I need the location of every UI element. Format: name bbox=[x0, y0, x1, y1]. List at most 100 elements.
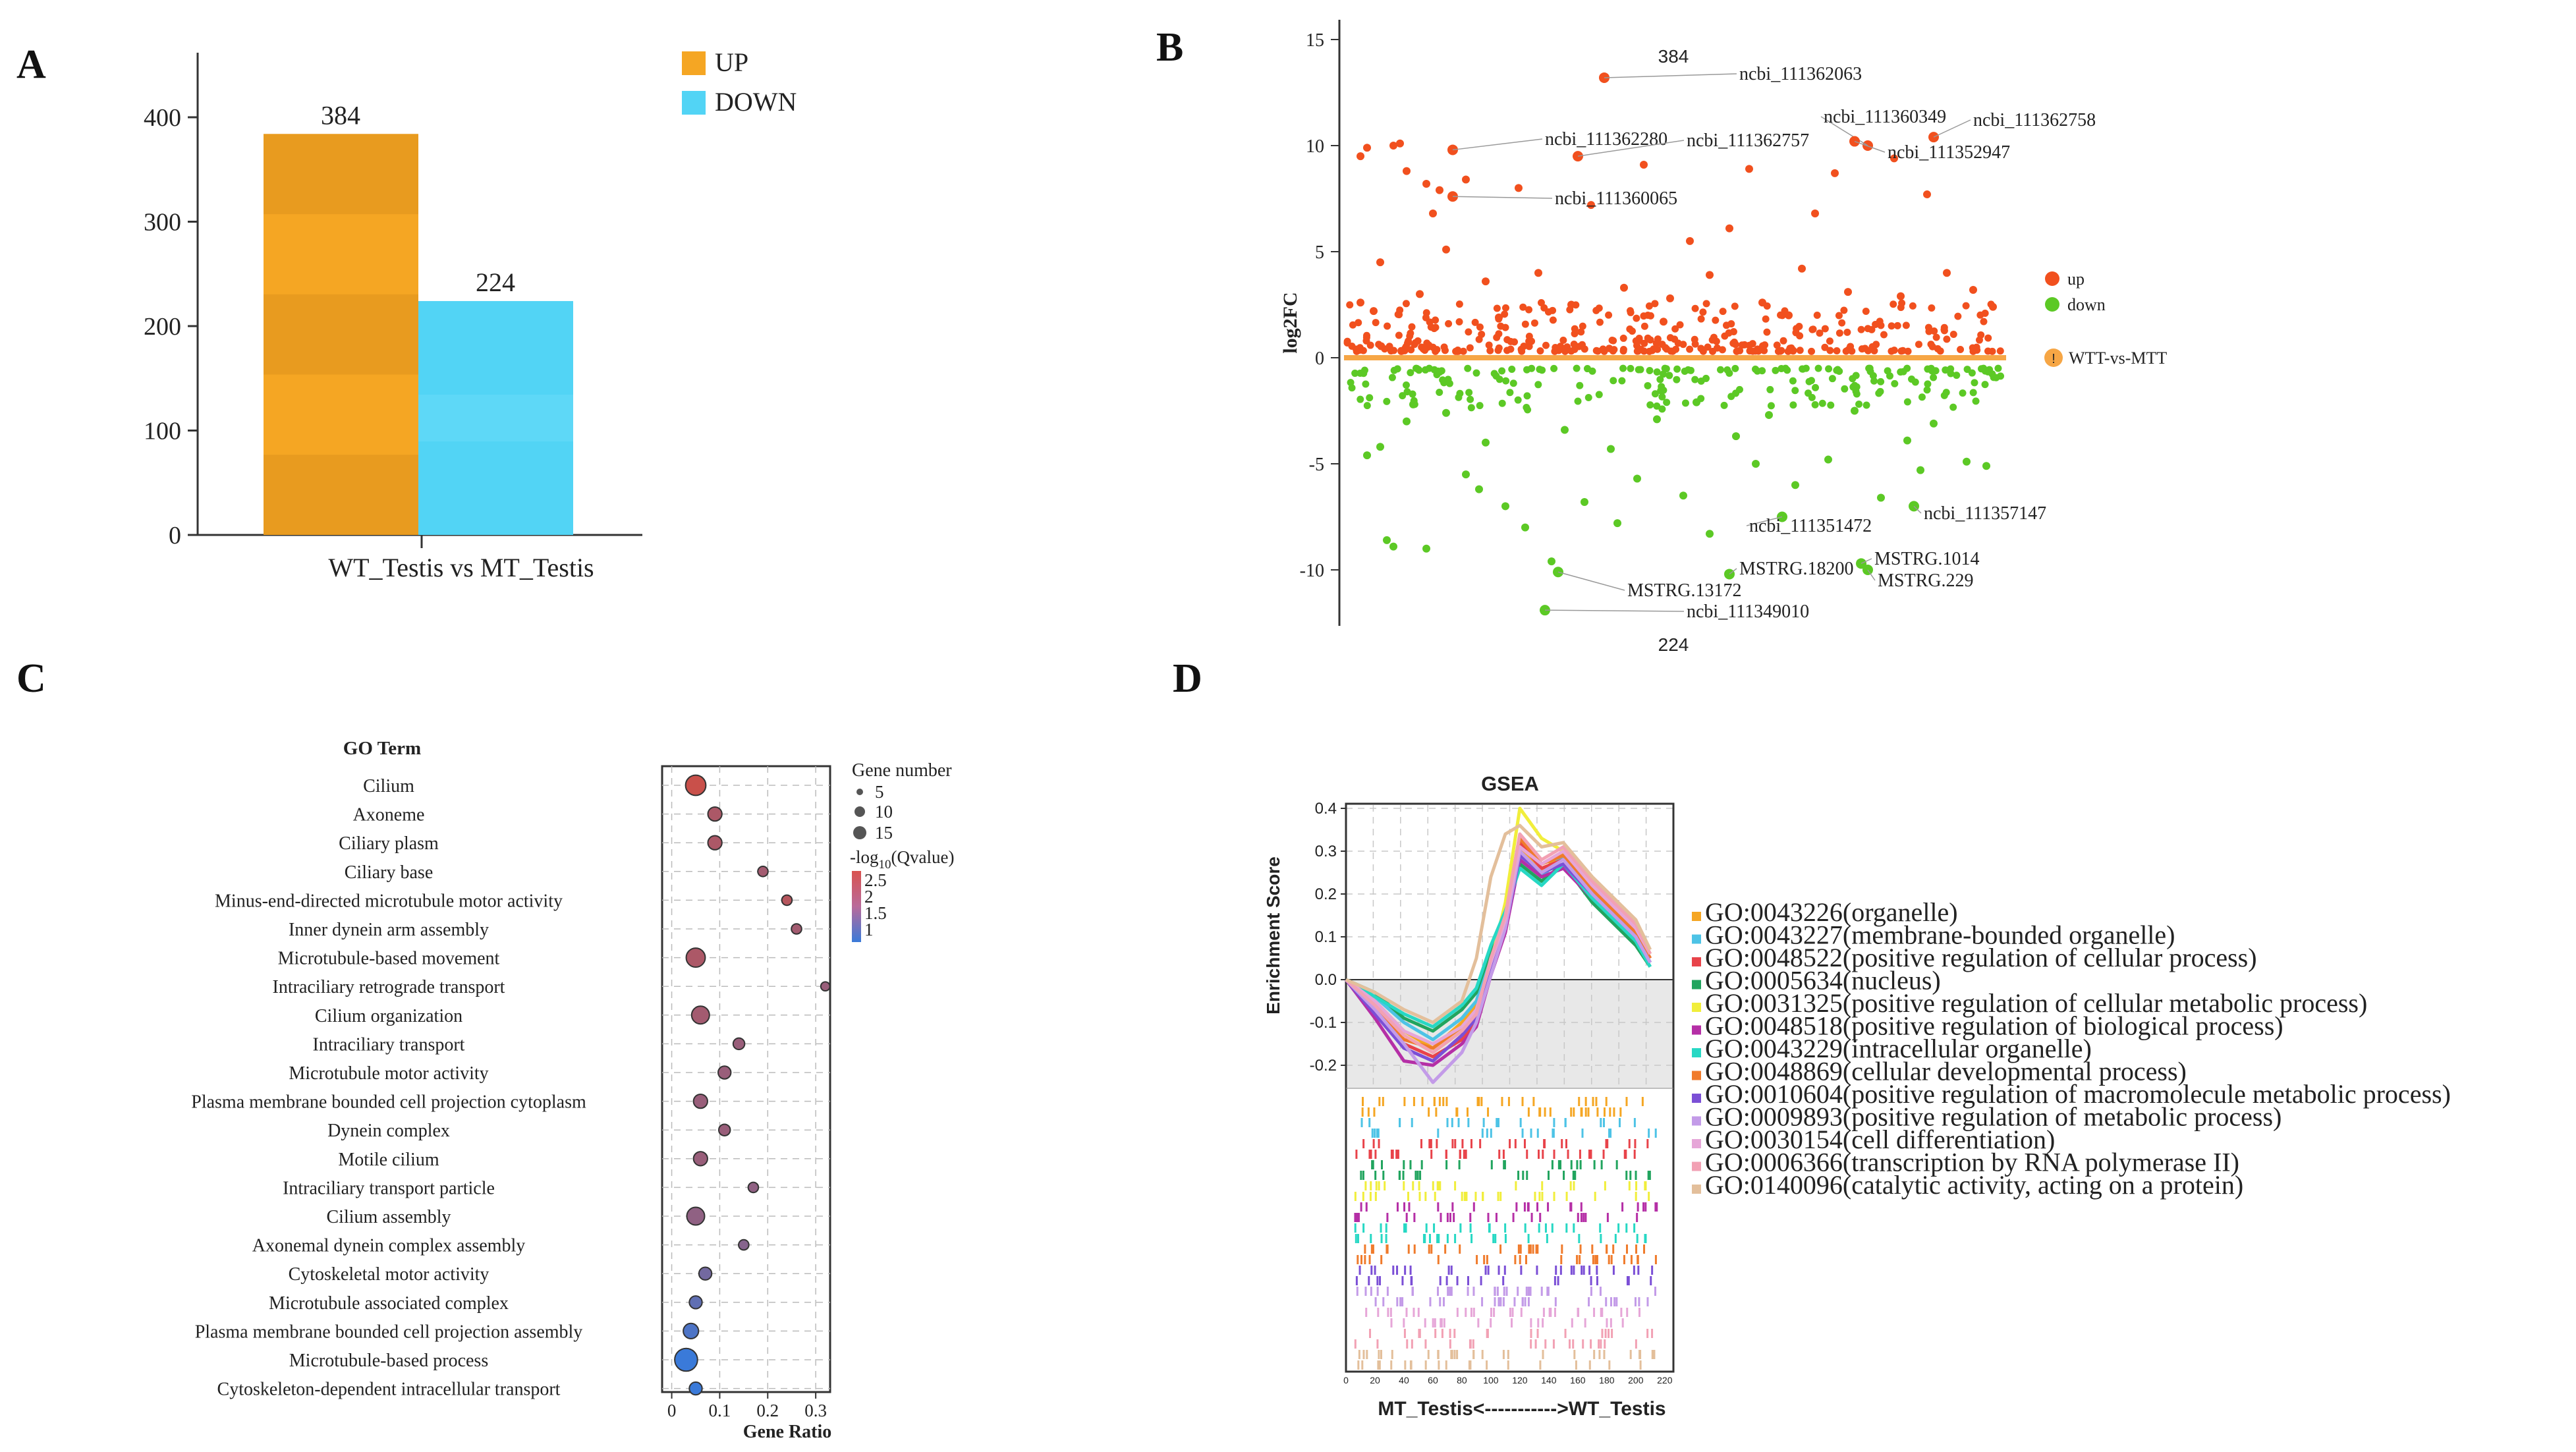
data-point-up bbox=[1699, 308, 1707, 316]
data-point-up bbox=[1525, 306, 1533, 314]
hit-mark bbox=[1456, 1308, 1459, 1317]
hit-mark bbox=[1614, 1234, 1617, 1243]
data-point-down bbox=[1942, 389, 1950, 397]
data-point-up bbox=[1501, 310, 1509, 318]
legend-label: GO:0140096(catalytic activity, acting on… bbox=[1705, 1170, 2243, 1200]
data-point-down bbox=[1767, 402, 1775, 410]
hit-mark bbox=[1445, 1276, 1448, 1285]
hit-mark bbox=[1368, 1276, 1370, 1285]
data-point-down bbox=[1660, 370, 1667, 378]
data-point-up bbox=[1758, 298, 1766, 307]
data-point-up bbox=[1676, 321, 1684, 329]
point-label: ncbi_111349010 bbox=[1687, 601, 1809, 622]
legend-label-up: up bbox=[2067, 269, 2085, 289]
data-point-up bbox=[1679, 341, 1687, 349]
data-point-down bbox=[1942, 366, 1949, 374]
point-label: ncbi_111357147 bbox=[1924, 503, 2046, 524]
bar-stripe bbox=[418, 394, 573, 441]
x-tick-label: 200 bbox=[1628, 1375, 1644, 1385]
hit-mark bbox=[1626, 1308, 1629, 1317]
data-point-down bbox=[1595, 391, 1603, 399]
data-point-down bbox=[1402, 381, 1410, 389]
hit-mark bbox=[1648, 1129, 1650, 1138]
data-point-up bbox=[1587, 201, 1595, 209]
hit-mark bbox=[1438, 1097, 1441, 1106]
size-legend-title: Gene number bbox=[852, 760, 952, 781]
hit-mark bbox=[1535, 1244, 1538, 1254]
data-point-down bbox=[1969, 389, 1977, 397]
data-point-up bbox=[1798, 264, 1806, 273]
hit-mark bbox=[1404, 1360, 1407, 1370]
hit-mark bbox=[1376, 1276, 1379, 1285]
hit-mark bbox=[1648, 1171, 1651, 1180]
hit-mark bbox=[1499, 1192, 1502, 1201]
bar-data-label: 384 bbox=[321, 100, 360, 130]
data-point-up bbox=[1821, 325, 1829, 333]
hit-mark bbox=[1530, 1339, 1532, 1349]
size-legend-label: 10 bbox=[875, 802, 893, 822]
data-point-up bbox=[1654, 335, 1662, 343]
data-point-up bbox=[1847, 343, 1855, 350]
hit-mark bbox=[1406, 1339, 1409, 1349]
hit-mark bbox=[1459, 1244, 1461, 1254]
go-term-label: Ciliary base bbox=[345, 862, 434, 883]
data-point-down bbox=[1981, 381, 1989, 389]
hit-mark bbox=[1490, 1129, 1492, 1138]
hit-mark bbox=[1434, 1318, 1436, 1327]
hit-mark bbox=[1474, 1192, 1477, 1201]
label-leader bbox=[1861, 558, 1872, 565]
y-tick-label: 0.0 bbox=[1315, 971, 1337, 989]
data-point-down bbox=[1930, 419, 1938, 428]
data-point-up bbox=[1633, 314, 1640, 322]
hit-mark bbox=[1385, 1223, 1387, 1233]
legend-swatch bbox=[1692, 912, 1701, 921]
data-point-up bbox=[1478, 330, 1486, 338]
hit-mark bbox=[1610, 1129, 1612, 1138]
hit-mark bbox=[1449, 1287, 1451, 1296]
data-point-up bbox=[1455, 318, 1463, 326]
data-point-down bbox=[1501, 502, 1509, 511]
data-point-up bbox=[1904, 347, 1912, 355]
hit-mark bbox=[1503, 1287, 1505, 1296]
hit-mark bbox=[1643, 1244, 1646, 1254]
legend-label: GO:0030154(cell differentiation) bbox=[1705, 1125, 2055, 1154]
hit-mark bbox=[1572, 1171, 1575, 1180]
point-label: MSTRG.13172 bbox=[1627, 580, 1741, 601]
hit-mark bbox=[1362, 1223, 1365, 1233]
hit-mark bbox=[1590, 1339, 1592, 1349]
hit-mark bbox=[1496, 1118, 1498, 1127]
hit-mark bbox=[1413, 1213, 1416, 1222]
label-leader bbox=[1577, 140, 1685, 157]
hit-mark bbox=[1380, 1255, 1383, 1264]
hit-mark bbox=[1482, 1192, 1484, 1201]
data-point-down bbox=[1720, 401, 1728, 409]
data-point-up bbox=[1785, 311, 1793, 320]
data-point-down bbox=[1476, 402, 1484, 410]
panel-label-a: A bbox=[16, 42, 46, 87]
data-point-up bbox=[1549, 306, 1557, 314]
y-tick-label: -0.2 bbox=[1310, 1057, 1337, 1075]
hit-mark bbox=[1360, 1255, 1363, 1264]
data-point-up bbox=[1501, 304, 1509, 312]
hit-mark bbox=[1567, 1150, 1569, 1159]
hit-mark bbox=[1654, 1255, 1657, 1264]
hit-mark bbox=[1582, 1339, 1584, 1349]
hit-mark bbox=[1577, 1213, 1579, 1222]
data-point-up bbox=[1897, 304, 1905, 312]
x-tick-label: 120 bbox=[1512, 1375, 1528, 1385]
hit-mark bbox=[1465, 1308, 1467, 1317]
data-point-down bbox=[1508, 366, 1516, 374]
hit-mark bbox=[1467, 1287, 1469, 1296]
bubble bbox=[732, 1037, 746, 1051]
x-tick-label: 0.1 bbox=[709, 1401, 731, 1420]
data-point-up bbox=[1486, 347, 1494, 354]
data-point-down bbox=[1930, 374, 1938, 381]
bubble bbox=[698, 1266, 713, 1281]
hit-mark bbox=[1490, 1160, 1493, 1169]
bubble bbox=[747, 1181, 760, 1194]
y-tick-label: 0.1 bbox=[1315, 928, 1337, 946]
hit-mark bbox=[1477, 1318, 1480, 1327]
data-point-up bbox=[1577, 328, 1585, 336]
go-term-label: Plasma membrane bounded cell projection … bbox=[195, 1322, 583, 1342]
